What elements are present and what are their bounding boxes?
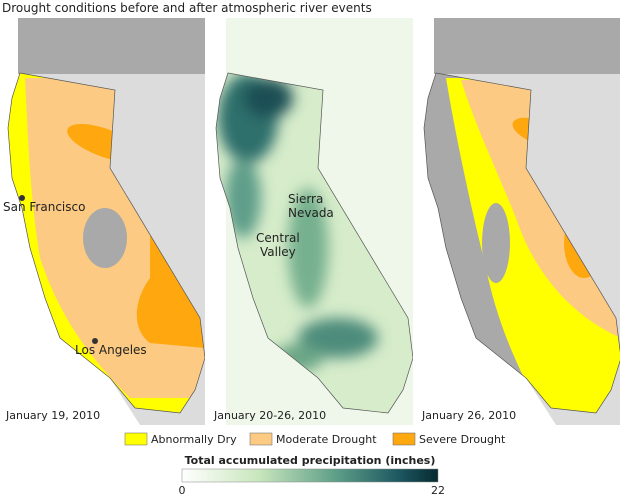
place-label: San Francisco (3, 200, 85, 214)
place-label: Nevada (288, 206, 334, 220)
legend-label: Abnormally Dry (151, 433, 237, 446)
legend: Abnormally Dry Moderate Drought Severe D… (124, 432, 506, 446)
colorbar-ramp (181, 468, 439, 483)
place-label: Central (256, 231, 300, 245)
colorbar-max: 22 (431, 484, 445, 496)
date-label: January 26, 2010 (421, 409, 516, 422)
map-panel: San Francisco Los Angeles January 19, 20… (0, 18, 205, 425)
title: Drought conditions before and after atmo… (2, 1, 372, 15)
place-label: Valley (260, 245, 296, 259)
colorbar: Total accumulated precipitation (inches)… (179, 454, 446, 496)
place-label: Sierra (288, 192, 323, 206)
date-label: January 19, 2010 (5, 409, 100, 422)
date-label: January 20-26, 2010 (213, 409, 326, 422)
place-label: Los Angeles (75, 343, 147, 357)
legend-swatch (249, 432, 273, 446)
legend-swatch (124, 432, 148, 446)
legend-label: Moderate Drought (276, 433, 377, 446)
map-panel: Sierra Nevada Central Valley January 20-… (208, 18, 413, 425)
map-panel: January 26, 2010 (416, 18, 620, 425)
colorbar-min: 0 (179, 484, 186, 496)
legend-label: Severe Drought (419, 433, 506, 446)
colorbar-title: Total accumulated precipitation (inches) (185, 454, 436, 467)
legend-swatch (392, 432, 416, 446)
